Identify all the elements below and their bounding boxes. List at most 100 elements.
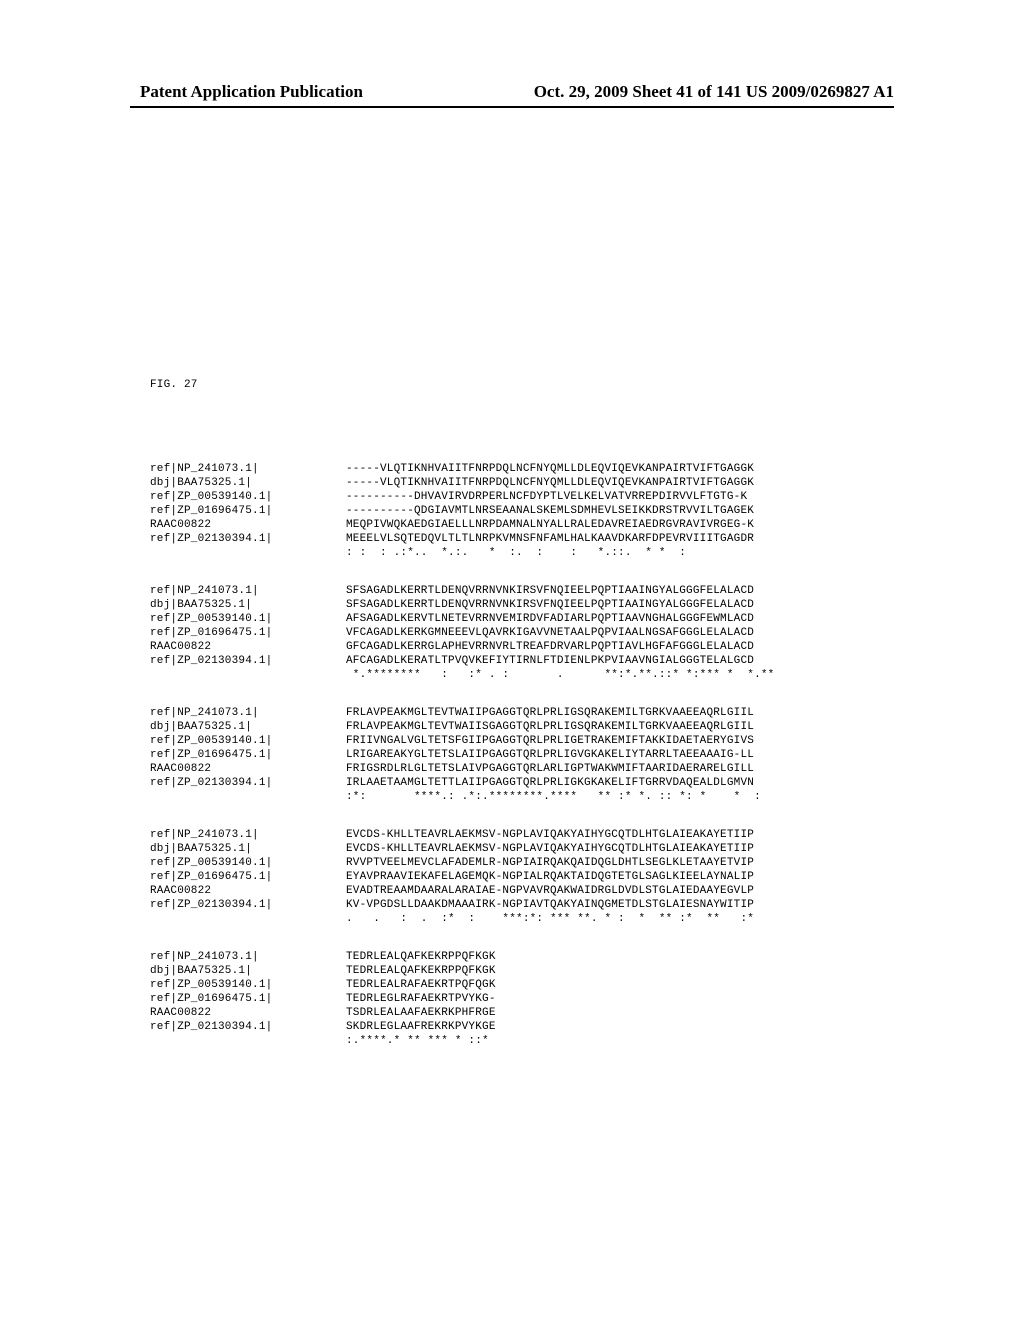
- alignment-row: RAAC00822FRIGSRDLRLGLTETSLAIVPGAGGTQRLAR…: [150, 762, 890, 776]
- header-rule: [130, 106, 894, 108]
- header-left: Patent Application Publication: [140, 82, 363, 102]
- sequence-id: ref|ZP_01696475.1|: [150, 992, 346, 1006]
- sequence: VFCAGADLKERKGMNEEEVLQAVRKIGAVVNETAALPQPV…: [346, 626, 754, 640]
- sequence-id: ref|NP_241073.1|: [150, 706, 346, 720]
- alignment-row: ref|ZP_00539140.1|AFSAGADLKERVTLNETEVRRN…: [150, 612, 890, 626]
- sequence: SFSAGADLKERRTLDENQVRRNVNKIRSVFNQIEELPQPT…: [346, 598, 754, 612]
- sequence: EYAVPRAAVIEKAFELAGEMQK-NGPIALRQAKTAIDQGT…: [346, 870, 754, 884]
- header-right: Oct. 29, 2009 Sheet 41 of 141 US 2009/02…: [534, 82, 894, 102]
- sequence: FRLAVPEAKMGLTEVTWAIISGAGGTQRLPRLIGSQRAKE…: [346, 720, 754, 734]
- sequence: -----VLQTIKNHVAIITFNRPDQLNCFNYQMLLDLEQVI…: [346, 476, 754, 490]
- sequence: FRLAVPEAKMGLTEVTWAIIPGAGGTQRLPRLIGSQRAKE…: [346, 706, 754, 720]
- sequence-id: ref|ZP_01696475.1|: [150, 870, 346, 884]
- alignment-row: ref|ZP_01696475.1|EYAVPRAAVIEKAFELAGEMQK…: [150, 870, 890, 884]
- sequence: MEEELVLSQTEDQVLTLTLNRPKVMNSFNFAMLHALKAAV…: [346, 532, 754, 546]
- alignment-row: ref|NP_241073.1|SFSAGADLKERRTLDENQVRRNVN…: [150, 584, 890, 598]
- sequence: EVADTREAAMDAARALARAIAE-NGPVAVRQAKWAIDRGL…: [346, 884, 754, 898]
- alignment-block: ref|NP_241073.1|-----VLQTIKNHVAIITFNRPDQ…: [150, 462, 890, 560]
- alignment-row: ref|ZP_00539140.1|RVVPTVEELMEVCLAFADEMLR…: [150, 856, 890, 870]
- sequence: MEQPIVWQKAEDGIAELLLNRPDAMNALNYALLRALEDAV…: [346, 518, 754, 532]
- alignment-row: ref|ZP_01696475.1|TEDRLEGLRAFAEKRTPVYKG-: [150, 992, 890, 1006]
- sequence-id: dbj|BAA75325.1|: [150, 964, 346, 978]
- sequence: EVCDS-KHLLTEAVRLAEKMSV-NGPLAVIQAKYAIHYGC…: [346, 842, 754, 856]
- alignment-row: RAAC00822MEQPIVWQKAEDGIAELLLNRPDAMNALNYA…: [150, 518, 890, 532]
- sequence: TEDRLEALRAFAEKRTPQFQGK: [346, 978, 496, 992]
- consensus: . . : . :* : ***:*: *** **. * : * ** :* …: [346, 912, 754, 926]
- sequence: KV-VPGDSLLDAAKDMAAAIRK-NGPIAVTQAKYAINQGM…: [346, 898, 754, 912]
- sequence-id: RAAC00822: [150, 762, 346, 776]
- sequence-id: ref|ZP_01696475.1|: [150, 626, 346, 640]
- alignment-row: dbj|BAA75325.1|EVCDS-KHLLTEAVRLAEKMSV-NG…: [150, 842, 890, 856]
- sequence: SKDRLEGLAAFREKRKPVYKGE: [346, 1020, 496, 1034]
- alignment-row: ref|ZP_02130394.1|SKDRLEGLAAFREKRKPVYKGE: [150, 1020, 890, 1034]
- sequence: ----------QDGIAVMTLNRSEAANALSKEMLSDMHEVL…: [346, 504, 754, 518]
- sequence-id: ref|ZP_00539140.1|: [150, 612, 346, 626]
- alignment-row: dbj|BAA75325.1|TEDRLEALQAFKEKRPPQFKGK: [150, 964, 890, 978]
- sequence: EVCDS-KHLLTEAVRLAEKMSV-NGPLAVIQAKYAIHYGC…: [346, 828, 754, 842]
- sequence-id: ref|ZP_00539140.1|: [150, 856, 346, 870]
- sequence: AFSAGADLKERVTLNETEVRRNVEMIRDVFADIARLPQPT…: [346, 612, 754, 626]
- sequence: IRLAAETAAMGLTETTLAIIPGAGGTQRLPRLIGKGKAKE…: [346, 776, 754, 790]
- consensus-row: :*: ****.: .*:.********.**** ** :* *. ::…: [150, 790, 890, 804]
- alignment-row: ref|ZP_00539140.1|TEDRLEALRAFAEKRTPQFQGK: [150, 978, 890, 992]
- alignment-row: ref|ZP_02130394.1|KV-VPGDSLLDAAKDMAAAIRK…: [150, 898, 890, 912]
- sequence-id: ref|NP_241073.1|: [150, 950, 346, 964]
- alignment-row: ref|NP_241073.1|-----VLQTIKNHVAIITFNRPDQ…: [150, 462, 890, 476]
- sequence-id: ref|NP_241073.1|: [150, 828, 346, 842]
- sequence-id: ref|NP_241073.1|: [150, 584, 346, 598]
- consensus-row: . . : . :* : ***:*: *** **. * : * ** :* …: [150, 912, 890, 926]
- page: Patent Application Publication Oct. 29, …: [0, 0, 1024, 1320]
- alignment-block: ref|NP_241073.1|SFSAGADLKERRTLDENQVRRNVN…: [150, 584, 890, 682]
- sequence-id: ref|NP_241073.1|: [150, 462, 346, 476]
- sequence: AFCAGADLKERATLTPVQVKEFIYTIRNLFTDIENLPKPV…: [346, 654, 754, 668]
- consensus-row: : : : .:*.. *.:. * :. : : *.::. * * :: [150, 546, 890, 560]
- alignment-row: ref|ZP_02130394.1|IRLAAETAAMGLTETTLAIIPG…: [150, 776, 890, 790]
- sequence: ----------DHVAVIRVDRPERLNCFDYPTLVELKELVA…: [346, 490, 747, 504]
- sequence-id: ref|ZP_02130394.1|: [150, 532, 346, 546]
- alignment-row: ref|ZP_01696475.1|----------QDGIAVMTLNRS…: [150, 504, 890, 518]
- consensus: *.******** : :* . : . **:*.**.::* *:*** …: [346, 668, 774, 682]
- sequence-id: RAAC00822: [150, 884, 346, 898]
- figure-content: FIG. 27 ref|NP_241073.1|-----VLQTIKNHVAI…: [150, 350, 890, 1100]
- alignment-row: dbj|BAA75325.1|SFSAGADLKERRTLDENQVRRNVNK…: [150, 598, 890, 612]
- sequence-id: ref|ZP_02130394.1|: [150, 1020, 346, 1034]
- sequence: TEDRLEALQAFKEKRPPQFKGK: [346, 964, 496, 978]
- sequence-id: dbj|BAA75325.1|: [150, 720, 346, 734]
- sequence: LRIGAREAKYGLTETSLAIIPGAGGTQRLPRLIGVGKAKE…: [346, 748, 754, 762]
- alignment-row: ref|NP_241073.1|EVCDS-KHLLTEAVRLAEKMSV-N…: [150, 828, 890, 842]
- alignment-row: ref|NP_241073.1|FRLAVPEAKMGLTEVTWAIIPGAG…: [150, 706, 890, 720]
- sequence: RVVPTVEELMEVCLAFADEMLR-NGPIAIRQAKQAIDQGL…: [346, 856, 754, 870]
- sequence: TEDRLEALQAFKEKRPPQFKGK: [346, 950, 496, 964]
- sequence-id: ref|ZP_01696475.1|: [150, 748, 346, 762]
- sequence-id: dbj|BAA75325.1|: [150, 842, 346, 856]
- sequence-id: ref|ZP_00539140.1|: [150, 978, 346, 992]
- sequence-id: ref|ZP_02130394.1|: [150, 776, 346, 790]
- sequence-id: ref|ZP_01696475.1|: [150, 504, 346, 518]
- consensus-id: [150, 790, 346, 804]
- sequence-id: ref|ZP_00539140.1|: [150, 490, 346, 504]
- consensus-row: :.****.* ** *** * ::*: [150, 1034, 890, 1048]
- consensus-id: [150, 1034, 346, 1048]
- consensus-id: [150, 912, 346, 926]
- alignment-row: RAAC00822GFCAGADLKERRGLAPHEVRRNVRLTREAFD…: [150, 640, 890, 654]
- consensus: :.****.* ** *** * ::*: [346, 1034, 489, 1048]
- sequence-id: ref|ZP_00539140.1|: [150, 734, 346, 748]
- alignment-row: ref|ZP_00539140.1|FRIIVNGALVGLTETSFGIIPG…: [150, 734, 890, 748]
- sequence-id: ref|ZP_02130394.1|: [150, 898, 346, 912]
- alignment-row: ref|ZP_01696475.1|LRIGAREAKYGLTETSLAIIPG…: [150, 748, 890, 762]
- sequence: -----VLQTIKNHVAIITFNRPDQLNCFNYQMLLDLEQVI…: [346, 462, 754, 476]
- consensus: : : : .:*.. *.:. * :. : : *.::. * * :: [346, 546, 686, 560]
- sequence-id: RAAC00822: [150, 640, 346, 654]
- sequence-id: RAAC00822: [150, 1006, 346, 1020]
- consensus-id: [150, 668, 346, 682]
- alignment-row: ref|NP_241073.1|TEDRLEALQAFKEKRPPQFKGK: [150, 950, 890, 964]
- alignment-row: RAAC00822TSDRLEALAAFAEKRKPHFRGE: [150, 1006, 890, 1020]
- alignment-row: dbj|BAA75325.1|-----VLQTIKNHVAIITFNRPDQL…: [150, 476, 890, 490]
- consensus: :*: ****.: .*:.********.**** ** :* *. ::…: [346, 790, 761, 804]
- figure-label: FIG. 27: [150, 378, 890, 392]
- alignment-block: ref|NP_241073.1|EVCDS-KHLLTEAVRLAEKMSV-N…: [150, 828, 890, 926]
- sequence-id: dbj|BAA75325.1|: [150, 476, 346, 490]
- consensus-row: *.******** : :* . : . **:*.**.::* *:*** …: [150, 668, 890, 682]
- sequence: GFCAGADLKERRGLAPHEVRRNVRLTREAFDRVARLPQPT…: [346, 640, 754, 654]
- alignment-row: ref|ZP_02130394.1|AFCAGADLKERATLTPVQVKEF…: [150, 654, 890, 668]
